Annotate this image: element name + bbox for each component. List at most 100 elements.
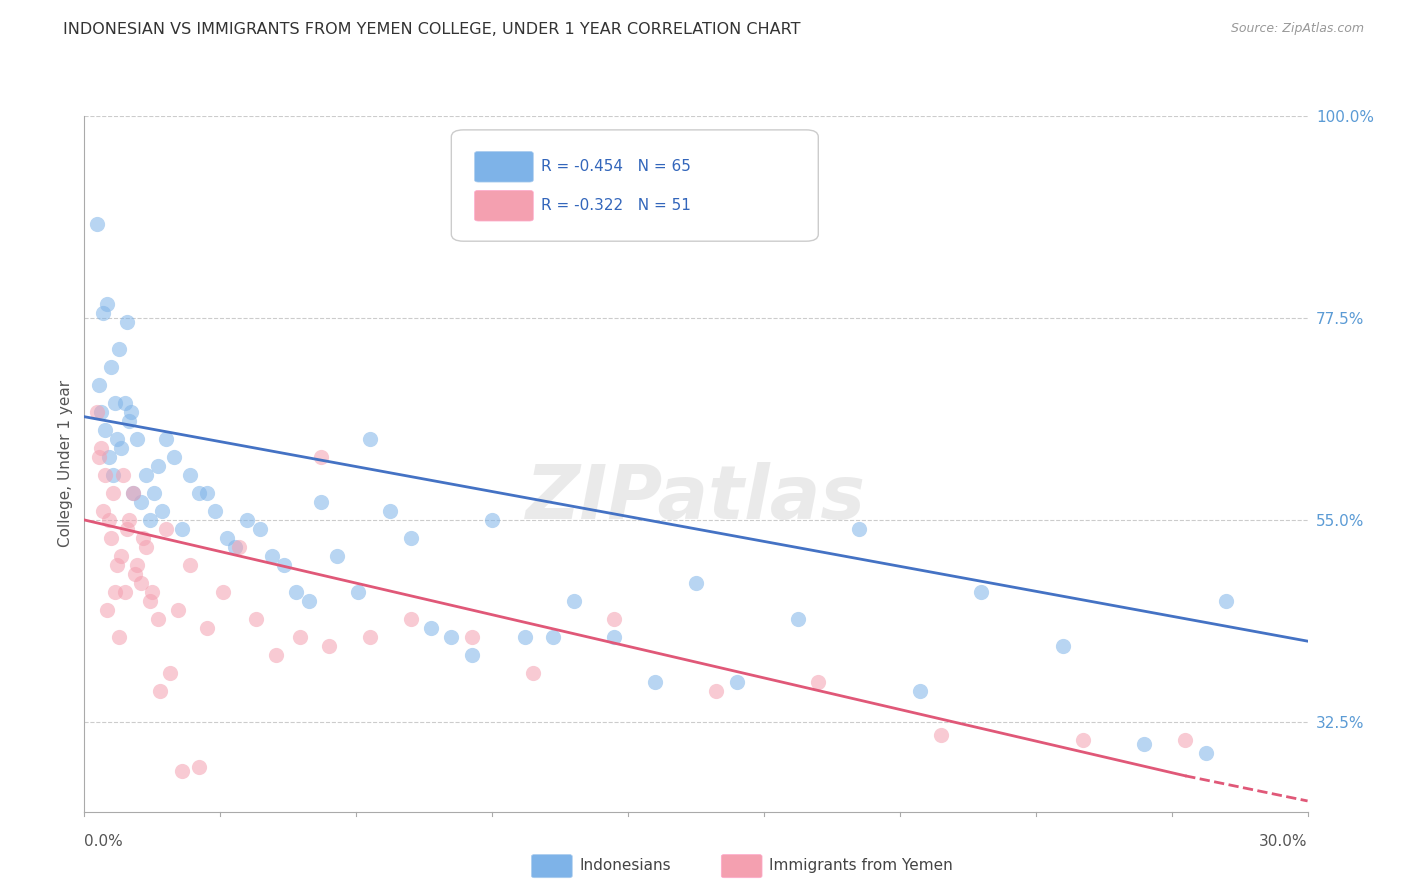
Point xyxy=(104,584,127,599)
Point xyxy=(131,495,153,509)
Point xyxy=(124,566,146,581)
Point xyxy=(97,513,120,527)
Point xyxy=(481,513,503,527)
Point xyxy=(807,674,830,689)
Point xyxy=(187,760,209,774)
Point xyxy=(114,584,136,599)
Point xyxy=(100,531,122,545)
Point xyxy=(131,575,153,590)
Point xyxy=(187,486,209,500)
Point xyxy=(100,360,122,375)
Point xyxy=(249,522,271,536)
Point xyxy=(91,306,114,320)
Point xyxy=(120,405,142,419)
Point xyxy=(228,540,250,554)
Point xyxy=(179,468,201,483)
Text: 0.0%: 0.0% xyxy=(84,834,124,849)
Point xyxy=(146,612,169,626)
Point xyxy=(522,665,544,680)
Point xyxy=(122,486,145,500)
Point xyxy=(127,432,149,446)
Point xyxy=(142,486,165,500)
Point xyxy=(929,728,952,742)
Point xyxy=(114,396,136,410)
Text: Source: ZipAtlas.com: Source: ZipAtlas.com xyxy=(1230,22,1364,36)
Point xyxy=(217,531,239,545)
Point xyxy=(224,540,246,554)
Point xyxy=(309,450,332,464)
Point xyxy=(105,432,128,446)
Point xyxy=(346,584,368,599)
Point xyxy=(543,630,565,644)
Point xyxy=(127,558,149,572)
Point xyxy=(132,531,155,545)
Point xyxy=(399,531,422,545)
Point xyxy=(115,522,138,536)
Point xyxy=(195,486,218,500)
Point xyxy=(787,612,810,626)
Point xyxy=(90,405,112,419)
Point xyxy=(273,558,295,572)
Point xyxy=(359,432,381,446)
Point xyxy=(96,603,118,617)
Point xyxy=(118,414,141,428)
Point xyxy=(706,683,728,698)
Point xyxy=(93,468,117,483)
Point xyxy=(725,674,748,689)
Point xyxy=(970,584,993,599)
Point xyxy=(1073,732,1095,747)
Text: Immigrants from Yemen: Immigrants from Yemen xyxy=(769,858,953,872)
Point xyxy=(513,630,536,644)
Point xyxy=(236,513,259,527)
Point xyxy=(112,468,135,483)
Point xyxy=(179,558,201,572)
FancyBboxPatch shape xyxy=(475,152,533,182)
Point xyxy=(101,468,124,483)
Point xyxy=(86,405,108,419)
Point xyxy=(380,504,402,518)
Point xyxy=(172,764,194,779)
Point xyxy=(298,593,321,607)
Point xyxy=(110,549,132,563)
Point xyxy=(326,549,349,563)
Point xyxy=(1133,738,1156,752)
Point xyxy=(91,504,114,518)
Point xyxy=(285,584,308,599)
Y-axis label: College, Under 1 year: College, Under 1 year xyxy=(58,380,73,548)
Point xyxy=(90,441,112,455)
Point xyxy=(910,683,932,698)
Point xyxy=(87,378,110,392)
Point xyxy=(87,450,110,464)
Point xyxy=(150,504,173,518)
Point xyxy=(135,468,157,483)
Point xyxy=(101,486,124,500)
Point xyxy=(135,540,157,554)
Point xyxy=(105,558,128,572)
Text: INDONESIAN VS IMMIGRANTS FROM YEMEN COLLEGE, UNDER 1 YEAR CORRELATION CHART: INDONESIAN VS IMMIGRANTS FROM YEMEN COLL… xyxy=(63,22,801,37)
Point xyxy=(318,639,340,653)
Point xyxy=(159,665,181,680)
Point xyxy=(562,593,585,607)
Point xyxy=(163,450,186,464)
Point xyxy=(212,584,235,599)
Point xyxy=(108,630,131,644)
Text: ZIPatlas: ZIPatlas xyxy=(526,462,866,535)
Point xyxy=(440,630,463,644)
Text: Indonesians: Indonesians xyxy=(579,858,671,872)
Point xyxy=(146,459,169,474)
Point xyxy=(118,513,141,527)
Point xyxy=(110,441,132,455)
FancyBboxPatch shape xyxy=(475,190,533,221)
Point xyxy=(264,648,287,662)
Point xyxy=(309,495,332,509)
Point xyxy=(97,450,120,464)
FancyBboxPatch shape xyxy=(451,130,818,241)
Point xyxy=(603,612,626,626)
Point xyxy=(138,513,160,527)
Point xyxy=(96,297,118,311)
Point xyxy=(155,522,177,536)
Point xyxy=(172,522,194,536)
Text: R = -0.454   N = 65: R = -0.454 N = 65 xyxy=(541,159,690,174)
Point xyxy=(115,315,138,329)
Point xyxy=(1052,639,1074,653)
